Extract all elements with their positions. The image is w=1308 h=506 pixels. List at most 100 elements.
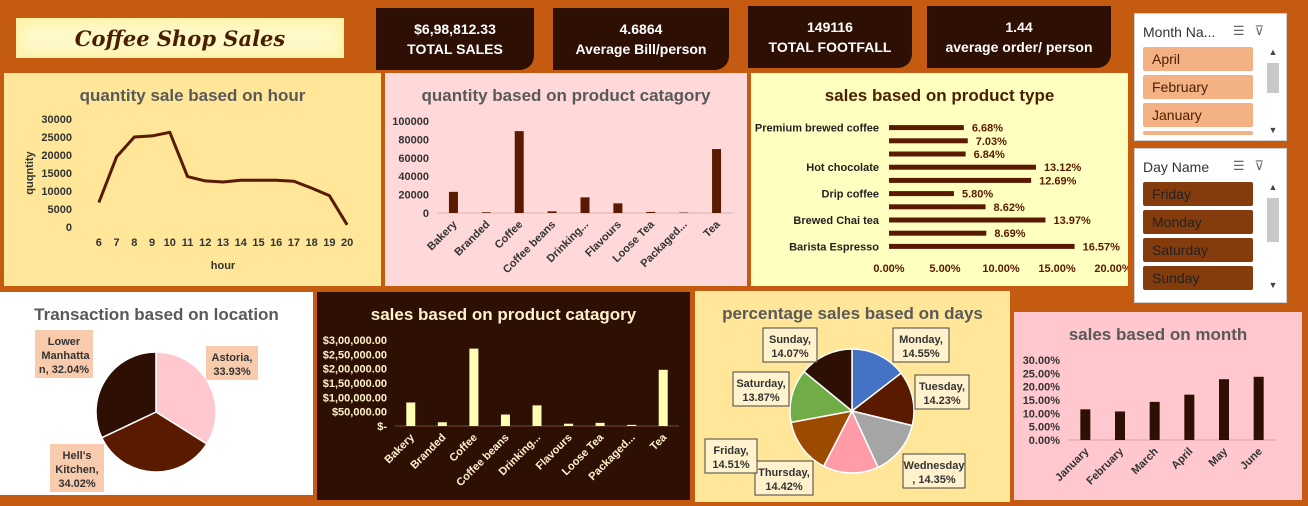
chart-title: quantity based on product catagory	[421, 86, 711, 105]
x-tick-label: March	[1129, 445, 1161, 477]
scroll-up-icon[interactable]: ▲	[1268, 182, 1278, 192]
day-slicer[interactable]: Day Name ☰⊽ Friday Monday Saturday Sunda…	[1134, 148, 1287, 303]
y-tick-label: $2,00,000.00	[323, 364, 387, 376]
pie-slice	[790, 409, 854, 468]
slicer-scrollbar[interactable]: ▲ ▼	[1266, 182, 1280, 290]
bar	[547, 211, 557, 213]
y-tick-label: $1,50,000.00	[323, 378, 387, 390]
kpi-average-bill: 4.6864 Average Bill/person	[553, 8, 729, 70]
pie-data-label: Monday, 14.55%	[892, 327, 950, 363]
pie-data-label: Tuesday, 14.23%	[914, 374, 970, 410]
y-tick-label: 100000	[392, 116, 429, 128]
kpi-average-order: 1.44 average order/ person	[927, 6, 1111, 68]
clear-filter-icon[interactable]: ⊽	[1254, 23, 1274, 38]
label-box	[704, 438, 758, 474]
data-label: 8.62%	[994, 202, 1025, 214]
bar	[646, 211, 656, 213]
product-type-bar-chart: 6.68% Premium brewed coffee 7.03%6.84% 13.1…	[755, 123, 1128, 275]
bar	[406, 402, 416, 426]
y-tick-label: $1,00,000.00	[323, 392, 387, 404]
kpi-value: 4.6864	[619, 21, 663, 37]
pie-slice	[850, 409, 914, 469]
label-text: Thursday, 14.42%	[758, 467, 810, 493]
data-label: 6.68%	[972, 123, 1003, 135]
chart-title: quantity sale based on hour	[79, 86, 306, 105]
scroll-thumb[interactable]	[1267, 63, 1279, 93]
chart-title: sales based on month	[1068, 325, 1248, 344]
clear-filter-icon[interactable]: ⊽	[1254, 158, 1274, 173]
multi-select-icon[interactable]: ☰	[1232, 23, 1255, 38]
y-tick-label: 20000	[41, 150, 72, 162]
scroll-thumb[interactable]	[1267, 198, 1279, 242]
bar	[1219, 379, 1229, 440]
data-label: 13.12%	[1044, 162, 1082, 174]
pie-slice	[851, 348, 903, 413]
bar	[1149, 401, 1160, 440]
scroll-down-icon[interactable]: ▼	[1268, 280, 1278, 290]
slicer-item-friday[interactable]: Friday	[1143, 182, 1253, 206]
slicer-item-saturday[interactable]: Saturday	[1143, 238, 1253, 262]
x-tick-label: May	[1206, 445, 1230, 469]
label-text: Lower Manhatta n, 32.04%	[38, 336, 90, 376]
y-tick-label: 30.00%	[1023, 355, 1061, 367]
pie-data-label: Hell's Kitchen, 34.02%	[50, 444, 104, 492]
series-line	[97, 130, 349, 226]
bar	[889, 230, 987, 236]
slicer-scrollbar[interactable]: ▲ ▼	[1266, 47, 1280, 135]
label-text: Astoria, 33.93%	[212, 352, 253, 378]
x-tick-label: 20.00%	[1094, 263, 1128, 275]
slicer-item-monday[interactable]: Monday	[1143, 210, 1253, 234]
pie-data-label: Lower Manhatta n, 32.04%	[35, 330, 93, 378]
y-tick-label: Barista Espresso	[789, 241, 879, 253]
x-tick-label: 15	[252, 237, 264, 249]
y-tick-label: 25000	[41, 132, 72, 144]
bar	[889, 151, 966, 157]
y-tick-label: 25.00%	[1023, 368, 1061, 380]
slicer-item-january[interactable]: January	[1143, 103, 1253, 127]
y-tick-label: 15000	[41, 168, 72, 180]
slicer-item-april[interactable]: April	[1143, 47, 1253, 71]
slicer-item-february[interactable]: February	[1143, 75, 1253, 99]
kpi-label: TOTAL FOOTFALL	[768, 39, 892, 55]
location-pie-chart: Astoria, 33.93% Hell's Kitchen, 34.02% Lower …	[35, 330, 258, 492]
x-tick-label: February	[1084, 445, 1126, 487]
y-tick-label: 30000	[41, 114, 72, 126]
slicer-icons: ☰⊽	[1233, 23, 1274, 39]
label-box	[50, 444, 104, 492]
data-label: 8.69%	[994, 228, 1025, 240]
scroll-up-icon[interactable]: ▲	[1268, 47, 1278, 57]
month-slicer[interactable]: Month Na... ☰⊽ April February January ▲ …	[1134, 13, 1287, 141]
pie-data-label: Thursday, 14.42%	[754, 460, 814, 496]
scroll-down-icon[interactable]: ▼	[1268, 125, 1278, 135]
pie-data-label: Astoria, 33.93%	[206, 346, 258, 380]
multi-select-icon[interactable]: ☰	[1232, 158, 1255, 173]
bar	[514, 131, 524, 213]
y-tick-label: $-	[377, 421, 387, 433]
label-box	[902, 453, 966, 489]
x-tick-label: 13	[217, 237, 229, 249]
data-label: 16.57%	[1083, 241, 1121, 253]
dashboard-title: Coffee Shop Sales	[16, 18, 344, 58]
bar	[889, 125, 964, 131]
y-tick-label: 40000	[398, 171, 429, 183]
bar	[595, 422, 605, 426]
bar	[1115, 411, 1125, 440]
pie-data-label: Sunday, 14.07%	[762, 327, 818, 363]
qty-category-bar-chart: 100000800006000040000200000BakeryBranded…	[392, 116, 733, 276]
x-tick-label: 0.00%	[873, 263, 904, 275]
chart-title: Transaction based on location	[34, 305, 279, 324]
slicer-item-sunday[interactable]: Sunday	[1143, 266, 1253, 290]
y-tick-label: 20000	[398, 190, 429, 202]
y-tick-label: 0	[66, 222, 72, 234]
kpi-total-sales: $6,98,812.33 TOTAL SALES	[376, 8, 534, 70]
x-tick-label: 18	[306, 237, 318, 249]
bar	[613, 203, 623, 213]
pie-slice	[850, 372, 915, 427]
data-label: 5.80%	[962, 189, 993, 201]
slicer-icons: ☰⊽	[1233, 158, 1274, 174]
label-box	[35, 330, 93, 378]
data-label: 12.69%	[1039, 175, 1077, 187]
chart-title: percentage sales based on days	[722, 304, 983, 323]
label-text: Wednesday, 14.35%	[904, 460, 966, 486]
location-panel: Transaction based on location Astoria, 33…	[0, 292, 313, 495]
